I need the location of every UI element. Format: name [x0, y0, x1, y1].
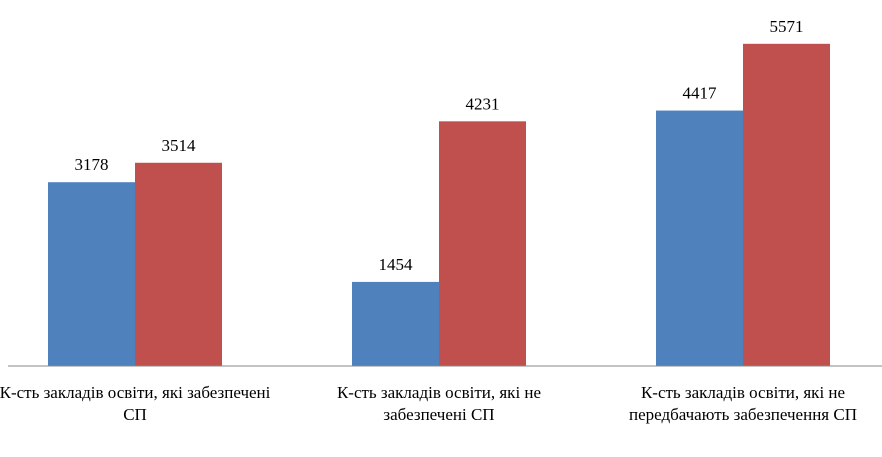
bar — [48, 182, 135, 366]
bar — [743, 43, 830, 367]
x-tick-label: К-сть закладів освіти, які не забезпечен… — [336, 383, 542, 424]
x-tick-label: К-сть закладів освіти, які забезпечені С… — [0, 383, 271, 424]
bar — [656, 110, 743, 366]
bar — [352, 281, 439, 366]
value-label: 4231 — [466, 94, 500, 113]
value-label: 5571 — [770, 17, 804, 36]
value-label: 3178 — [75, 155, 109, 174]
bar — [135, 162, 222, 366]
value-label: 1454 — [379, 255, 414, 274]
value-label: 3514 — [162, 136, 197, 155]
bar — [439, 121, 526, 367]
x-tick-label: К-сть закладів освіти, які не передбачаю… — [629, 383, 857, 424]
value-label: 4417 — [683, 84, 718, 103]
